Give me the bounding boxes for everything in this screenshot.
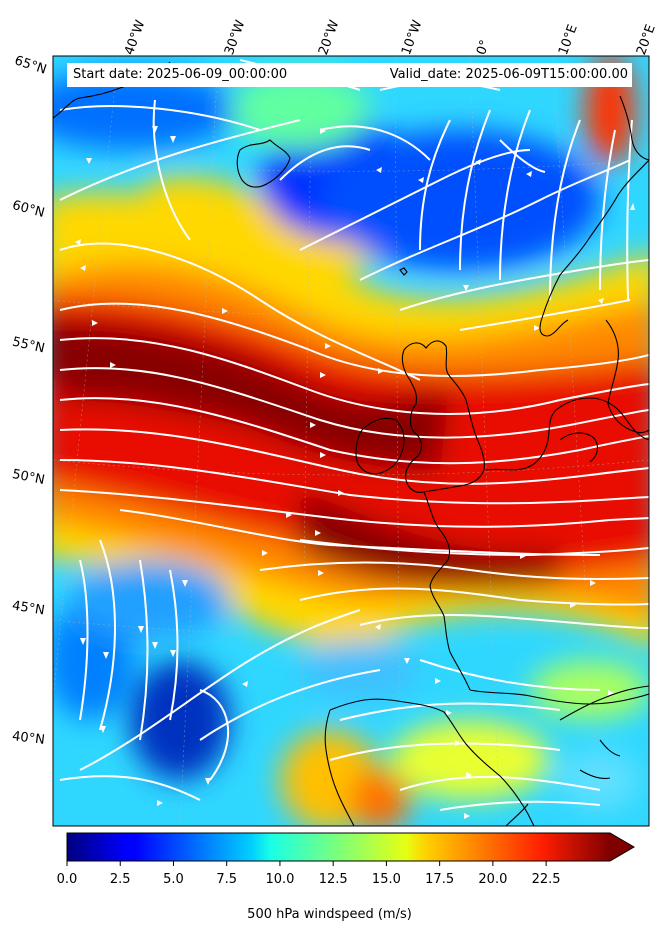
date-header: Start date: 2025-06-09_00:00:00 Valid_da… — [67, 63, 632, 87]
colorbar-tick-label: 0.0 — [56, 872, 78, 887]
valid-date-label: Valid_date: 2025-06-09T15:00:00.00 — [389, 67, 628, 82]
colorbar-tick-label: 17.5 — [425, 872, 455, 887]
windspeed-field — [53, 56, 649, 826]
streamlines — [59, 59, 649, 811]
colorbar-tick-label: 20.0 — [478, 872, 508, 887]
colorbar — [66, 832, 635, 866]
colorbar-tick-label: 2.5 — [109, 872, 131, 887]
streamline-arrows — [75, 126, 635, 819]
colorbar-tick-label: 7.5 — [216, 872, 238, 887]
coastlines — [53, 61, 649, 826]
colorbar-tick-label: 12.5 — [318, 872, 348, 887]
colorbar-tick-label: 15.0 — [371, 872, 401, 887]
colorbar-tick-label: 22.5 — [531, 872, 561, 887]
colorbar-label: 500 hPa windspeed (m/s) — [247, 907, 412, 922]
start-date-label: Start date: 2025-06-09_00:00:00 — [73, 67, 288, 82]
map-frame — [52, 55, 650, 827]
colorbar-tick-label: 5.0 — [163, 872, 184, 887]
colorbar-tick-label: 10.0 — [265, 872, 295, 887]
